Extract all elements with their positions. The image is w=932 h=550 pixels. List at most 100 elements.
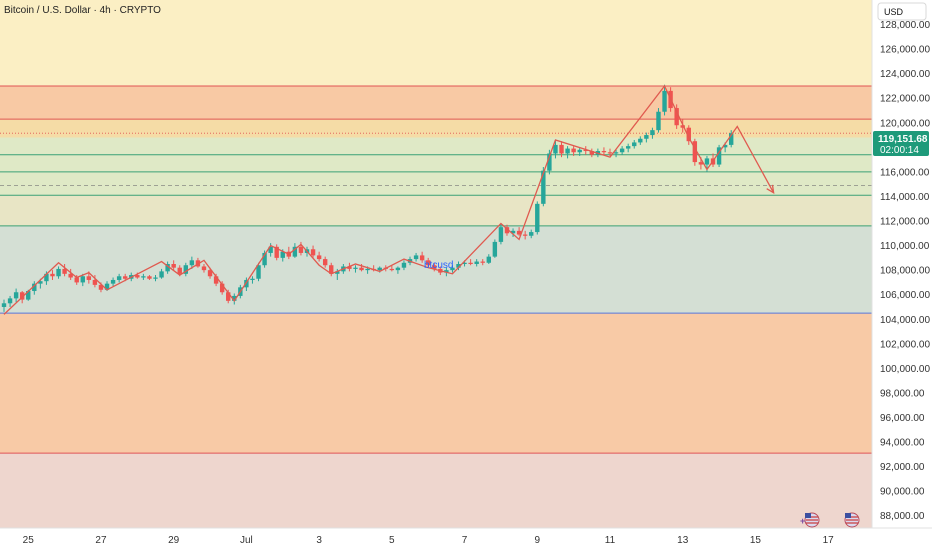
candle-body — [432, 265, 437, 269]
x-tick-label: 27 — [95, 535, 107, 546]
y-tick-label: 122,000.00 — [880, 94, 930, 105]
candle-body — [292, 246, 298, 257]
candle-body — [656, 111, 661, 131]
candle-body — [704, 158, 710, 165]
candle-body — [62, 268, 67, 274]
y-tick-layer: 128,000.00 126,000.00 124,000.00 122,000.00… — [880, 20, 930, 522]
chart-title: Bitcoin / U.S. Dollar · 4h · CRYPTO — [4, 5, 161, 16]
time-axis[interactable] — [0, 528, 932, 550]
zones-layer — [0, 85, 872, 528]
candle-body — [662, 90, 667, 112]
x-tick-label: 17 — [823, 535, 835, 546]
zone-band — [0, 85, 872, 120]
candle-body — [535, 203, 540, 233]
candle-body — [110, 279, 116, 284]
candle-body — [104, 283, 110, 290]
candle-body — [601, 151, 607, 153]
y-tick-label: 110,000.00 — [880, 241, 930, 252]
y-tick-label: 116,000.00 — [880, 167, 930, 178]
candle-body — [207, 270, 213, 277]
zone-band — [0, 313, 872, 454]
x-tick-label: 11 — [605, 535, 616, 546]
candle-body — [219, 283, 225, 293]
candle-body — [347, 266, 352, 269]
candle-body — [189, 260, 195, 266]
candle-body — [359, 267, 364, 271]
price-axis[interactable] — [872, 0, 932, 528]
candle-body — [310, 249, 316, 256]
candle-body — [86, 276, 92, 280]
symbol-watermark-label: btcusd — [424, 260, 453, 271]
x-tick-label: 5 — [389, 535, 395, 546]
candle-body — [468, 262, 473, 264]
candle-body — [141, 276, 146, 278]
y-tick-label: 90,000.00 — [880, 487, 925, 498]
candle-body — [329, 265, 334, 274]
currency-button[interactable] — [877, 2, 927, 21]
candle-body — [213, 276, 219, 284]
candle-body — [92, 279, 98, 285]
candle-body — [135, 275, 140, 278]
candle-body — [153, 277, 158, 279]
candle-body — [353, 267, 358, 269]
events-flag-icon[interactable]: + — [800, 512, 820, 528]
candle-body — [68, 273, 73, 278]
candle-body — [165, 264, 170, 272]
candle-body — [632, 142, 637, 147]
us-flag-icon[interactable] — [844, 512, 860, 528]
candle-body — [450, 267, 455, 271]
candle-body — [395, 267, 401, 271]
x-tick-label: 15 — [750, 535, 762, 546]
projection-path[interactable] — [3, 84, 775, 315]
x-tick-label: Jul — [240, 535, 253, 546]
candle-body — [583, 149, 588, 152]
currency-label: USD — [884, 7, 904, 17]
candle-body — [729, 133, 734, 145]
candle-body — [250, 278, 255, 280]
price-badge-group: 119,151.68 02:00:14 — [873, 131, 929, 156]
y-tick-label: 124,000.00 — [880, 69, 930, 80]
candle-body — [413, 255, 419, 260]
candle-body — [401, 262, 407, 268]
candle-body — [674, 108, 679, 126]
candle-body — [541, 170, 546, 204]
candle-body — [565, 148, 570, 154]
candle-body — [650, 130, 655, 136]
projection-arrow-head — [766, 184, 775, 195]
candle-body — [692, 141, 698, 163]
x-tick-label: 7 — [462, 535, 468, 546]
current-price-badge — [873, 131, 929, 156]
candle-body — [522, 234, 528, 236]
candle-body — [529, 232, 534, 236]
y-tick-label: 108,000.00 — [880, 266, 930, 277]
candle-body — [613, 152, 619, 154]
candle-body — [589, 151, 595, 155]
svg-text:+: + — [800, 516, 805, 526]
candle-body — [504, 227, 510, 234]
y-tick-label: 112,000.00 — [880, 217, 930, 228]
y-tick-label: 126,000.00 — [880, 45, 930, 56]
candle-body — [262, 252, 267, 266]
candle-body — [147, 276, 152, 279]
candle-body — [571, 148, 576, 153]
candle-body — [13, 292, 19, 299]
candle-body — [274, 246, 279, 258]
y-tick-label: 92,000.00 — [880, 462, 925, 473]
candle-body — [256, 265, 261, 279]
candle-body — [462, 262, 467, 264]
y-tick-label: 102,000.00 — [880, 339, 930, 350]
candle-body — [419, 255, 425, 261]
candle-body — [44, 273, 49, 282]
y-tick-label: 104,000.00 — [880, 315, 930, 326]
current-price-value: 119,151.68 — [878, 134, 928, 145]
zone-band — [0, 195, 872, 226]
candle-body — [619, 148, 625, 153]
zone-band — [0, 137, 872, 196]
candle-body — [680, 125, 685, 128]
x-tick-label: 29 — [168, 535, 180, 546]
candle-body — [32, 283, 37, 292]
candle-body — [389, 268, 395, 271]
candle-body — [335, 271, 340, 274]
